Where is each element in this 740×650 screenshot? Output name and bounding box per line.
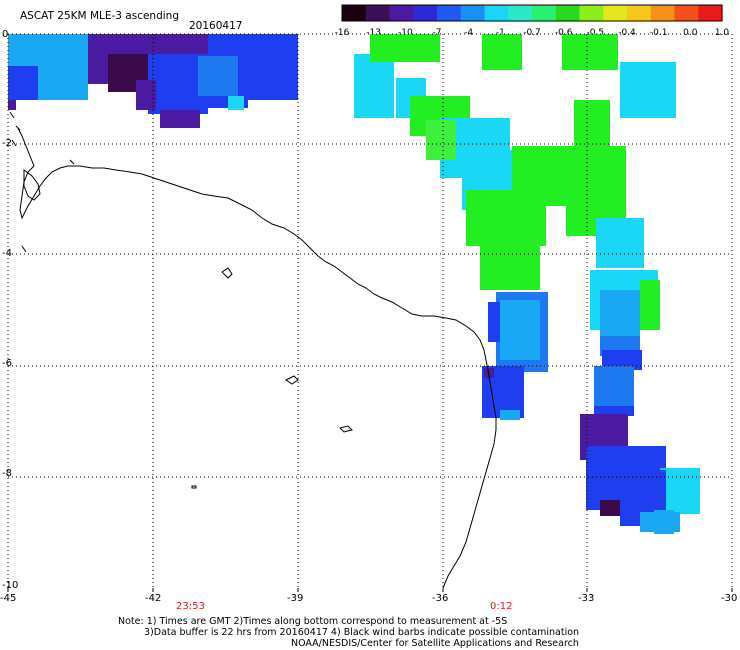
wind-cell: [426, 120, 456, 160]
wind-cell: [8, 100, 16, 110]
lat-label: -10: [2, 580, 19, 591]
lat-label: -4: [2, 248, 12, 259]
colorbar-swatch: [650, 5, 676, 21]
colorbar-tick-label: -16: [334, 28, 350, 38]
wind-cell: [562, 34, 618, 70]
colorbar-swatch: [437, 5, 462, 21]
colorbar-swatch: [508, 5, 533, 21]
wind-cell: [160, 110, 200, 128]
amazon-delta-coast: [17, 127, 61, 220]
lat-label: -8: [2, 468, 12, 479]
wind-cell: [148, 94, 208, 114]
wind-cell: [640, 280, 660, 330]
wind-cell: [594, 366, 634, 406]
time-label: 23:53: [176, 601, 205, 612]
colorbar-swatch: [698, 5, 723, 21]
wind-cell: [500, 410, 520, 420]
colorbar-tick-label: -0.7: [523, 28, 541, 38]
lon-label: -36: [432, 593, 449, 604]
colorbar-tick-label: -4: [464, 28, 474, 38]
coast-small-islands: [9, 111, 75, 253]
lon-label: -39: [287, 593, 304, 604]
colorbar-swatch: [579, 5, 604, 21]
wind-cell: [228, 96, 244, 110]
colorbar-tick-label: -0.4: [618, 28, 636, 38]
wind-cell: [8, 66, 38, 100]
colorbar-tick-label: -10: [397, 28, 413, 38]
colorbar-tick-label: -0.5: [586, 28, 605, 38]
colorbar-tick-label: -7: [432, 28, 442, 38]
coast-islet-2: [285, 375, 299, 385]
colorbar-swatch: [484, 5, 509, 21]
lat-label: 0: [2, 29, 9, 40]
footer-credit: NOAA/NESDIS/Center for Satellite Applica…: [291, 638, 579, 649]
wind-cell: [602, 350, 642, 370]
coast-islet-1: [221, 267, 233, 279]
wind-cell: [136, 80, 156, 110]
colorbar-tick-label: -0.6: [554, 28, 573, 38]
colorbar-swatch: [532, 5, 557, 21]
wind-cell: [482, 34, 522, 70]
brazil-coastline: [59, 165, 497, 589]
wind-cell: [600, 290, 640, 340]
wind-cell: [488, 302, 500, 342]
lat-label: -2: [2, 138, 12, 149]
colorbar-tick-label: -13: [366, 28, 382, 38]
wind-cell: [480, 244, 540, 290]
wind-cell: [536, 160, 556, 200]
lon-label: -33: [578, 593, 595, 604]
colorbar-swatch: [342, 5, 367, 21]
wind-cell: [594, 406, 634, 416]
colorbar: [341, 4, 723, 22]
wind-cell: [280, 56, 298, 96]
marajo-island: [23, 169, 41, 201]
wind-cell: [198, 56, 238, 96]
wind-cell: [660, 468, 700, 514]
wind-cell: [634, 78, 664, 108]
lon-label: -42: [145, 593, 162, 604]
lat-label: -6: [2, 358, 12, 369]
colorbar-swatch: [389, 5, 414, 21]
colorbar-swatch: [365, 5, 391, 21]
footer-note-line1: Note: 1) Times are GMT 2)Times along bot…: [118, 616, 508, 627]
colorbar-swatch: [413, 5, 438, 21]
wind-cell: [654, 510, 674, 534]
colorbar-swatch: [603, 5, 628, 21]
coast-islet-4: [191, 485, 197, 489]
colorbar-tick-label: 0.0: [683, 28, 698, 38]
colorbar-swatch: [627, 5, 652, 21]
grid-lines: [7, 33, 733, 592]
wind-data-cells: [8, 34, 700, 534]
wind-cell: [600, 500, 620, 516]
colorbar-swatch: [460, 5, 486, 21]
wind-cell: [574, 100, 610, 146]
colorbar-swatch: [674, 5, 699, 21]
product-title: ASCAT 25KM MLE-3 ascending: [20, 10, 179, 22]
colorbar-tick-label: -1: [495, 28, 505, 38]
colorbar-tick-label: -0.1: [649, 28, 668, 38]
time-label: 0:12: [490, 601, 513, 612]
product-date: 20160417: [189, 20, 243, 32]
colorbar-border: [341, 4, 723, 22]
wind-cell: [148, 34, 208, 54]
wind-cell: [500, 300, 540, 360]
coastline: [9, 111, 497, 589]
footer-note-line2: 3)Data buffer is 22 hrs from 20160417 4)…: [144, 627, 580, 638]
coast-islet-3: [339, 425, 353, 433]
wind-cell: [354, 54, 394, 118]
lon-label: -45: [0, 593, 17, 604]
lon-label: -30: [721, 593, 738, 604]
colorbar-swatch: [555, 5, 581, 21]
wind-cell: [370, 34, 440, 62]
colorbar-tick-label: 1.0: [714, 28, 730, 38]
wind-cell: [596, 218, 644, 268]
